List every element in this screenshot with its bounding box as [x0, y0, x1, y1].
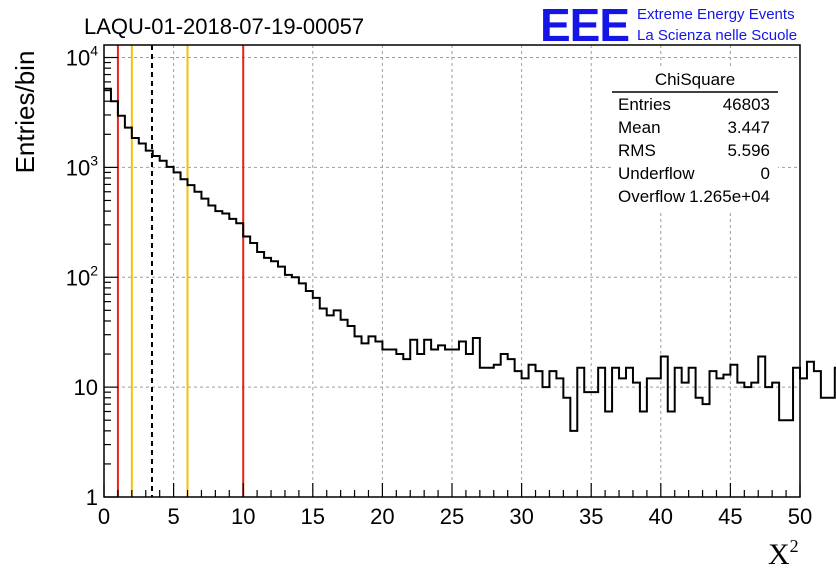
x-tick-label: 10 [231, 504, 255, 529]
x-tick-label: 20 [370, 504, 394, 529]
y-tick-label: 102 [66, 262, 98, 290]
x-tick-labels: 0 5 10 15 20 25 30 35 40 45 50 [98, 504, 812, 529]
y-axis-title: Entries/bin [10, 51, 40, 174]
axis-ticks [103, 56, 801, 498]
stats-value: 5.596 [727, 141, 770, 160]
overlay-lines [116, 45, 245, 497]
stats-label: RMS [618, 141, 656, 160]
stats-box: ChiSquare Entries 46803 Mean 3.447 RMS 5.596 U… [612, 68, 778, 211]
stats-label: Underflow [618, 164, 695, 183]
x-tick-label: 40 [649, 504, 673, 529]
x-tick-label: 35 [579, 504, 603, 529]
chart-title: LAQU-01-2018-07-19-00057 [84, 14, 364, 39]
y-tick-exp: 2 [90, 262, 98, 278]
stats-value: 0 [761, 164, 770, 183]
y-tick-exp: 4 [90, 43, 98, 59]
x-tick-label: 45 [718, 504, 742, 529]
stats-value: 46803 [723, 95, 770, 114]
x-tick-label: 15 [301, 504, 325, 529]
y-tick-label: 10 [74, 375, 98, 400]
y-tick-base: 10 [66, 46, 90, 71]
stats-label: Overflow [618, 187, 686, 206]
y-tick-base: 10 [66, 265, 90, 290]
y-tick-base: 10 [74, 375, 98, 400]
x-axis-title-sup: 2 [790, 536, 799, 556]
grid [104, 45, 800, 497]
stats-label: Mean [618, 118, 661, 137]
stats-value: 3.447 [727, 118, 770, 137]
x-tick-label: 50 [788, 504, 812, 529]
x-tick-label: 30 [509, 504, 533, 529]
stats-rows: Entries 46803 Mean 3.447 RMS 5.596 Underflow 0 O… [618, 95, 770, 206]
stats-label: Entries [618, 95, 671, 114]
y-tick-base: 10 [66, 155, 90, 180]
logo-line-1: Extreme Energy Events [637, 6, 795, 23]
x-tick-label: 25 [440, 504, 464, 529]
y-tick-label: 104 [66, 43, 98, 71]
stats-value: 1.265e+04 [689, 187, 770, 206]
logo-line-2: La Scienza nelle Scuole [637, 27, 797, 44]
y-tick-label: 1 [86, 485, 98, 510]
y-tick-base: 1 [86, 485, 98, 510]
eee-logo: EEE Extreme Energy Events La Scienza nel… [540, 0, 797, 51]
stats-title: ChiSquare [655, 70, 735, 89]
y-tick-label: 103 [66, 152, 98, 180]
logo-mark: EEE [540, 0, 629, 51]
x-tick-label: 0 [98, 504, 110, 529]
y-tick-exp: 3 [90, 152, 98, 168]
x-tick-label: 5 [167, 504, 179, 529]
x-axis-title-base: X [768, 538, 790, 571]
x-axis-title: X2 [768, 536, 799, 571]
histogram-steps [104, 87, 836, 432]
